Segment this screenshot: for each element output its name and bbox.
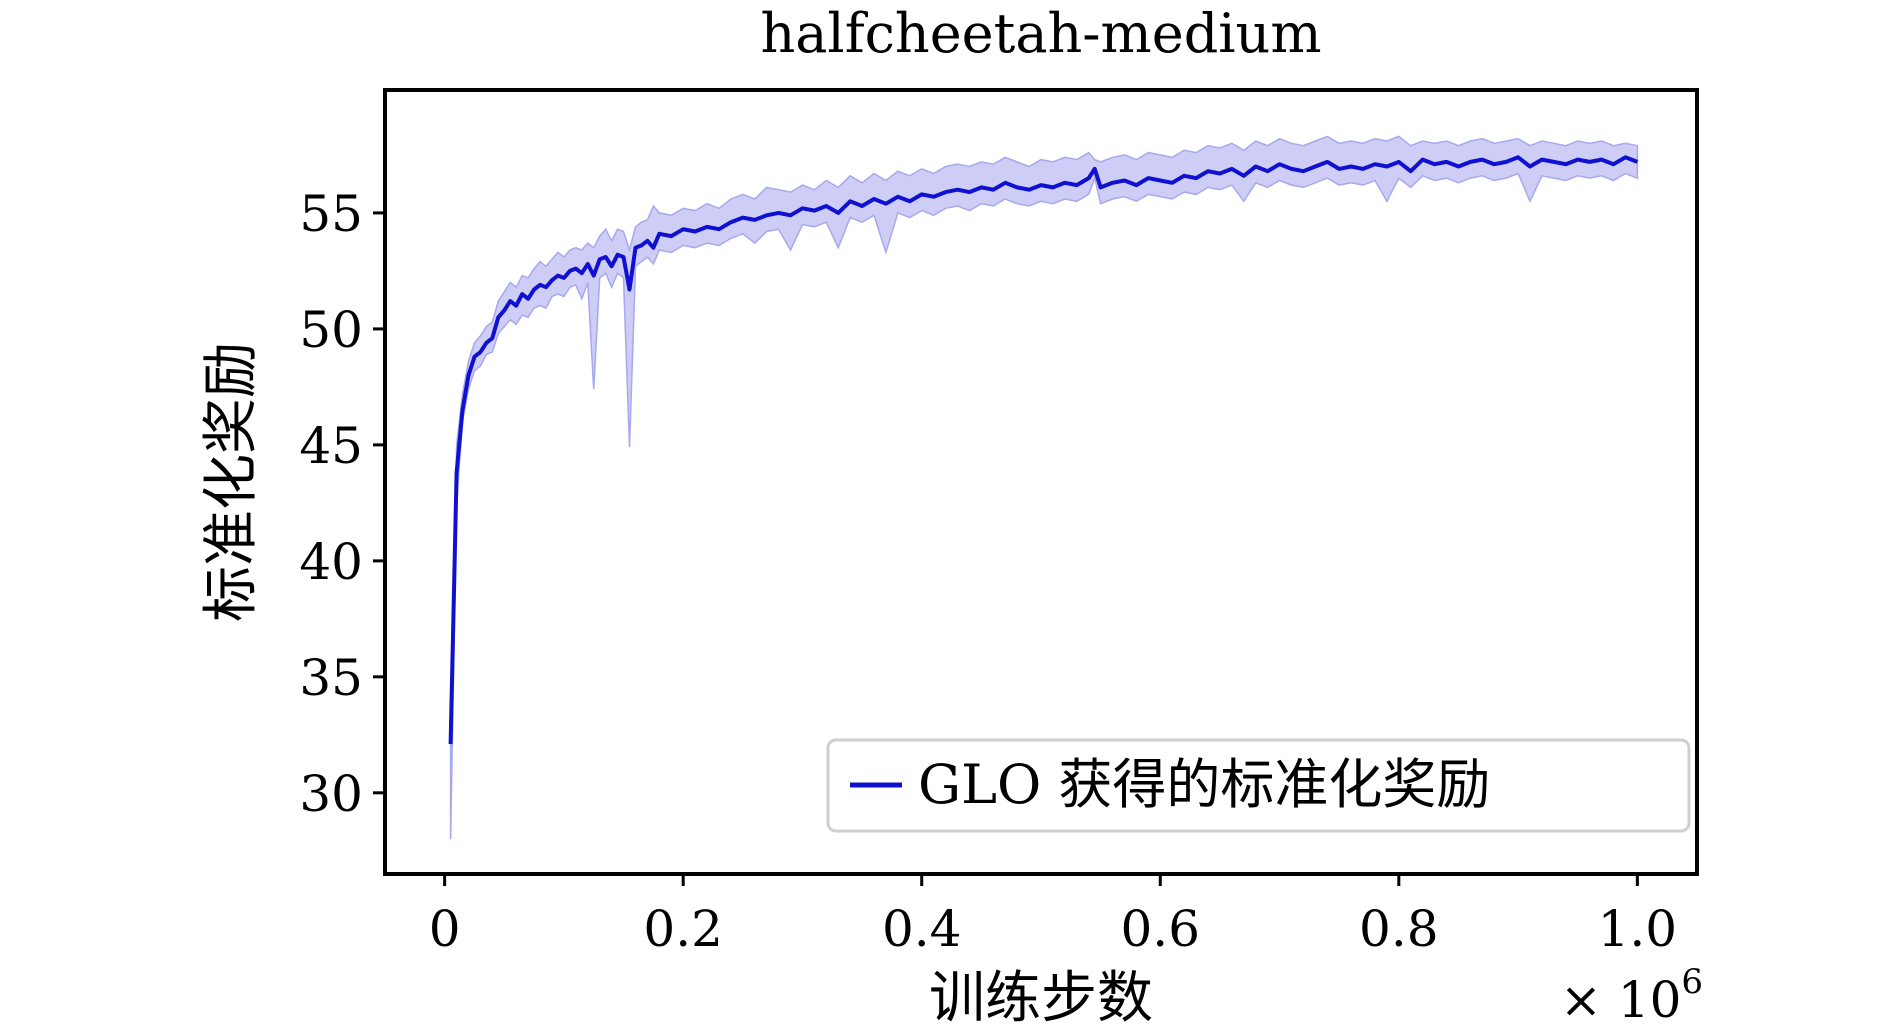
legend: GLO 获得的标准化奖励 [826,738,1691,833]
series-line-layer [448,155,1639,745]
plot-frame [383,88,1699,876]
x-axis-multiplier: × 106 [1560,962,1703,1027]
x-axis-label: 训练步数 [929,966,1153,1027]
x-tick-label: 1.0 [1598,900,1678,958]
x-tick-label: 0 [429,900,461,958]
confidence-band-layer [449,135,1639,840]
x-tick-label: 0.4 [882,900,962,958]
x-tick-label: 0.6 [1121,900,1201,958]
series-confidence-band [449,135,1639,840]
y-axis: 30 35 40 45 50 55 [299,185,385,823]
x-multiplier-base: × 10 [1560,971,1681,1027]
y-tick-label: 50 [299,301,363,359]
legend-label: GLO 获得的标准化奖励 [918,753,1490,816]
chart-title: halfcheetah-medium [760,2,1321,65]
y-tick-label: 40 [299,533,363,591]
y-tick-label: 30 [299,765,363,823]
y-axis-label: 标准化奖励 [199,342,264,622]
x-tick-label: 0.8 [1359,900,1439,958]
y-tick-label: 35 [299,649,363,707]
x-axis: 0 0.2 0.4 0.6 0.8 1.0 [429,874,1677,958]
x-tick-label: 0.2 [643,900,723,958]
y-tick-label: 55 [299,185,363,243]
x-multiplier-exponent: 6 [1681,962,1703,1002]
legend-box [826,738,1691,833]
series-line [448,155,1639,745]
y-tick-label: 45 [299,417,363,475]
